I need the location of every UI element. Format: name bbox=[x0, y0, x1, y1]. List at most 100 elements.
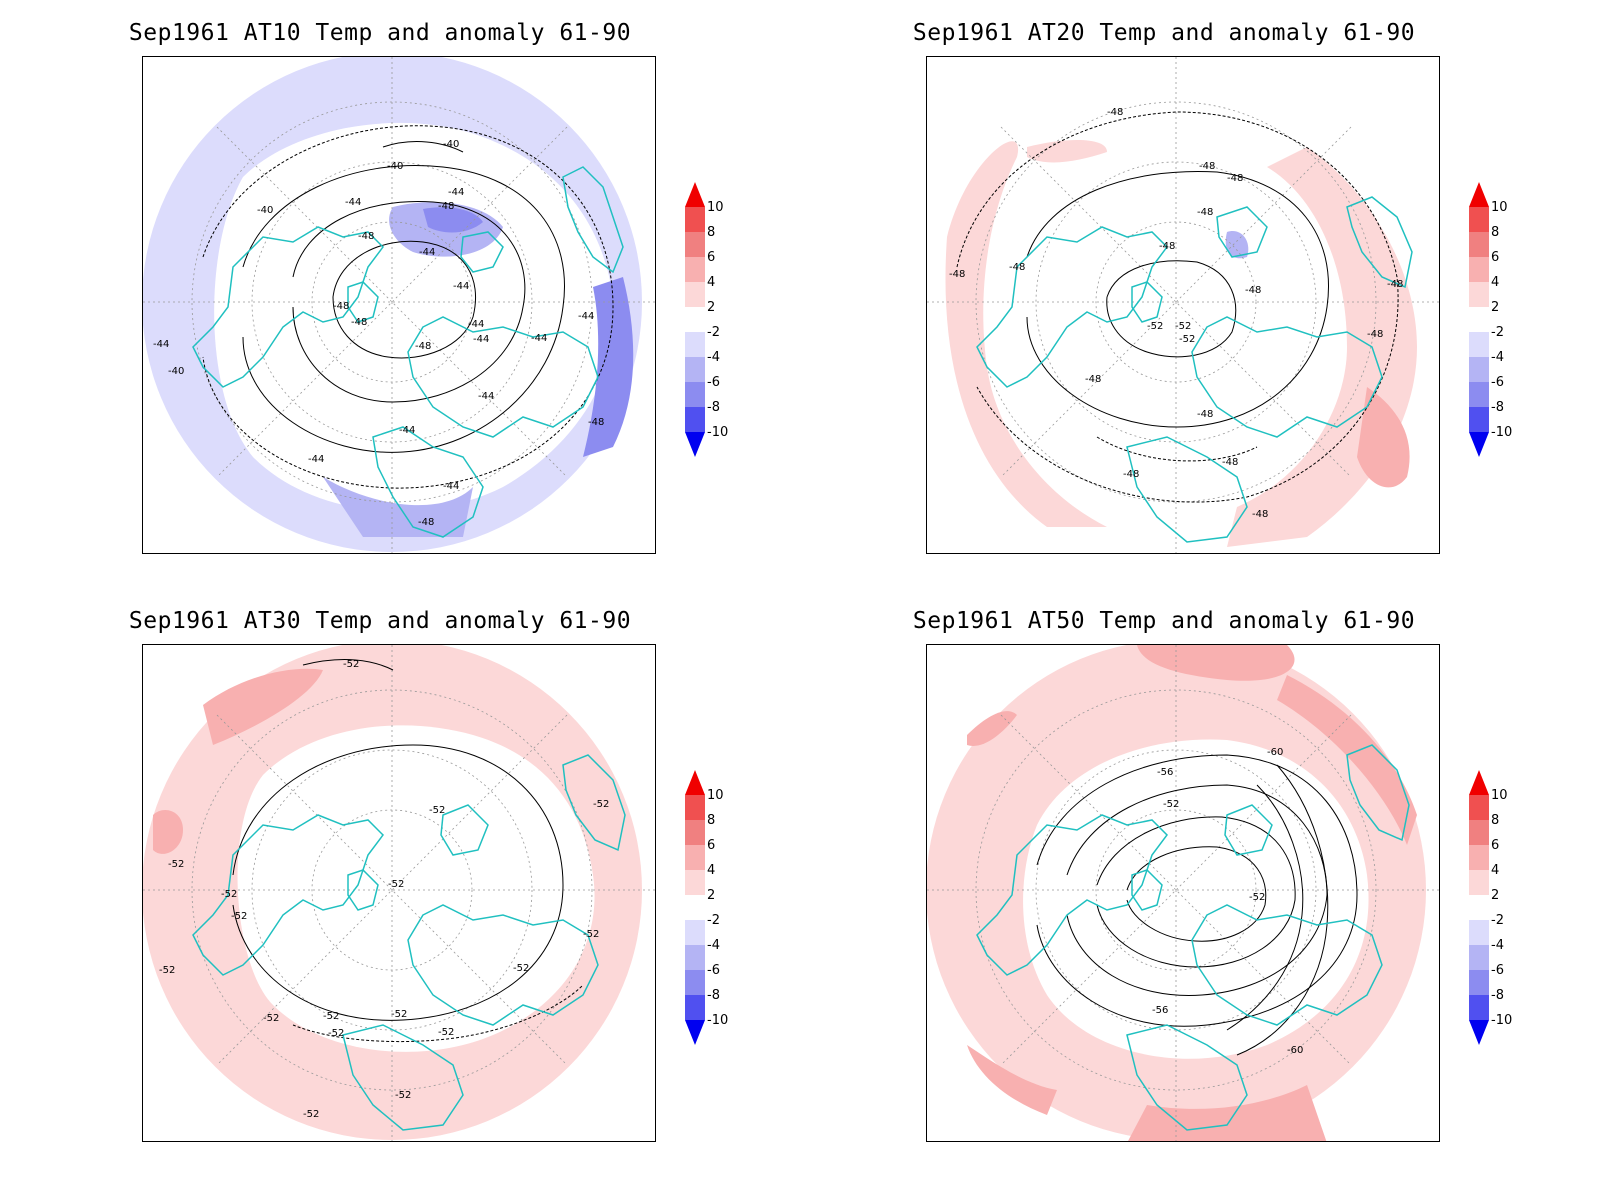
coastline bbox=[407, 904, 599, 1026]
contour-label: -44 bbox=[468, 319, 484, 330]
contour-label: -44 bbox=[578, 311, 594, 322]
contour-label: -48 bbox=[1227, 173, 1243, 184]
colorbar-bin bbox=[1469, 382, 1489, 407]
contour-line bbox=[202, 125, 614, 489]
contour-line bbox=[232, 744, 564, 1021]
contour-line bbox=[1096, 816, 1296, 968]
contour-label: -52 bbox=[1249, 892, 1265, 903]
colorbar-label: -6 bbox=[1491, 375, 1504, 390]
coastline bbox=[1224, 804, 1273, 856]
contour-label: -40 bbox=[443, 139, 459, 150]
contour-label: -52 bbox=[328, 1028, 344, 1039]
contour-line bbox=[242, 165, 565, 453]
colorbar-label: -2 bbox=[1491, 913, 1504, 928]
colorbar-strip bbox=[685, 182, 705, 457]
colorbar-label: -8 bbox=[707, 400, 720, 415]
contour-line bbox=[1236, 764, 1329, 1056]
contour-label: -48 bbox=[1367, 329, 1383, 340]
contour-label: -48 bbox=[1252, 509, 1268, 520]
panel-title: Sep1961 AT10 Temp and anomaly 61-90 bbox=[128, 20, 632, 46]
contour-label: -52 bbox=[388, 879, 404, 890]
contour-line bbox=[292, 984, 584, 1043]
contour-label: -40 bbox=[387, 161, 403, 172]
colorbar: 10 8 6 4 2 -2 -4 -6 -8 -10 bbox=[1469, 182, 1559, 462]
coastline bbox=[976, 226, 1168, 388]
map-canvas: -60 -56 -52 -52 -56 -60 bbox=[927, 645, 1439, 1141]
colorbar-label: 8 bbox=[707, 225, 716, 240]
contour-label: -52 bbox=[593, 799, 609, 810]
contour-label: -52 bbox=[159, 965, 175, 976]
contour-label: -48 bbox=[1159, 241, 1175, 252]
contour-line bbox=[382, 141, 464, 153]
contour-label: -48 bbox=[1009, 262, 1025, 273]
coastline bbox=[347, 869, 379, 911]
contour-label: -48 bbox=[1197, 409, 1213, 420]
colorbar-label: 8 bbox=[707, 813, 716, 828]
contour-label: -48 bbox=[1197, 207, 1213, 218]
contour-label: -44 bbox=[419, 247, 435, 258]
coastline bbox=[1131, 281, 1163, 323]
colorbar-label: -10 bbox=[707, 425, 729, 440]
contour-line bbox=[292, 200, 526, 403]
contour-label: -52 bbox=[1163, 799, 1179, 810]
colorbar-label: -10 bbox=[707, 1013, 729, 1028]
colorbar-bin bbox=[1469, 232, 1489, 257]
colorbar-bin bbox=[1469, 870, 1489, 895]
colorbar-arrow-top bbox=[1469, 182, 1489, 207]
colorbar-label: 6 bbox=[1491, 838, 1500, 853]
colorbar-bin bbox=[685, 232, 705, 257]
colorbar-bin bbox=[685, 870, 705, 895]
panel-at30: Sep1961 AT30 Temp and anomaly 61-90 -52 bbox=[120, 600, 900, 1180]
contour-label: -48 bbox=[358, 231, 374, 242]
coastline bbox=[1126, 1024, 1248, 1131]
contour-label: -48 bbox=[1222, 457, 1238, 468]
contour-label: -48 bbox=[1085, 374, 1101, 385]
contour-label: -56 bbox=[1157, 767, 1173, 778]
colorbar-label: -8 bbox=[707, 988, 720, 1003]
grid-circle bbox=[1035, 161, 1317, 443]
colorbar-bin bbox=[1469, 895, 1489, 920]
coastline bbox=[1346, 744, 1410, 842]
contour-line bbox=[1026, 170, 1329, 428]
contour-label: -52 bbox=[395, 1090, 411, 1101]
coastline bbox=[1191, 316, 1383, 438]
colorbar-label: -8 bbox=[1491, 988, 1504, 1003]
colorbar: 10 8 6 4 2 -2 -4 -6 -8 -10 bbox=[685, 770, 775, 1050]
contour-label: -52 bbox=[221, 889, 237, 900]
contour-label: -48 bbox=[1123, 469, 1139, 480]
colorbar: 10 8 6 4 2 -2 -4 -6 -8 -10 bbox=[1469, 770, 1559, 1050]
map-canvas: -52 -52 -52 -52 -52 -52 -52 -52 -52 -52 … bbox=[143, 645, 655, 1141]
coastline bbox=[460, 231, 504, 273]
contour-label: -48 bbox=[1199, 161, 1215, 172]
colorbar-label: -4 bbox=[1491, 350, 1504, 365]
contour-label: -52 bbox=[1147, 321, 1163, 332]
contour-label: -52 bbox=[513, 963, 529, 974]
colorbar-bin bbox=[685, 995, 705, 1020]
colorbar-label: 6 bbox=[1491, 250, 1500, 265]
colorbar-label: 10 bbox=[707, 788, 724, 803]
colorbar-arrow-bottom bbox=[685, 1020, 705, 1045]
anomaly-region bbox=[1137, 645, 1295, 681]
colorbar-bin bbox=[685, 920, 705, 945]
contour-label: -48 bbox=[1107, 107, 1123, 118]
contour-label: -44 bbox=[473, 334, 489, 345]
anomaly-region bbox=[323, 477, 473, 537]
anomaly-region bbox=[1225, 231, 1249, 259]
colorbar-arrow-top bbox=[685, 182, 705, 207]
anomaly-region bbox=[214, 122, 615, 511]
colorbar-arrow-bottom bbox=[1469, 432, 1489, 457]
colorbar-arrow-top bbox=[1469, 770, 1489, 795]
colorbar-label: 6 bbox=[707, 838, 716, 853]
contour-label: -44 bbox=[443, 481, 459, 492]
contour-label: -44 bbox=[531, 333, 547, 344]
coastline bbox=[347, 281, 379, 323]
contour-line bbox=[1066, 784, 1328, 996]
contour-label: -52 bbox=[1179, 334, 1195, 345]
grid-circle bbox=[975, 101, 1377, 503]
grid-circle bbox=[251, 161, 533, 443]
anomaly-region bbox=[1277, 675, 1417, 845]
contour-label: -60 bbox=[1287, 1045, 1303, 1056]
contour-label: -48 bbox=[351, 317, 367, 328]
colorbar-label: -10 bbox=[1491, 425, 1513, 440]
contour-line bbox=[1226, 784, 1304, 1031]
